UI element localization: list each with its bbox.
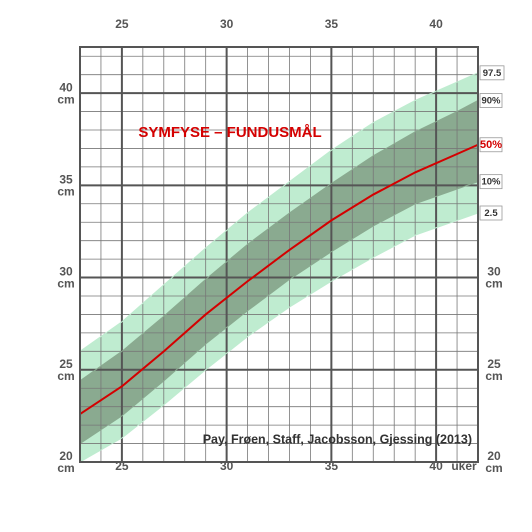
y-unit-label: cm bbox=[485, 277, 502, 291]
y-tick-label: 40 bbox=[59, 80, 73, 94]
x-tick-label: 25 bbox=[115, 459, 129, 473]
x-tick-label: 30 bbox=[220, 459, 234, 473]
y-tick-label: 25 bbox=[487, 357, 501, 371]
chart-title: SYMFYSE – FUNDUSMÅL bbox=[138, 124, 321, 141]
legend-label: 2.5 bbox=[484, 208, 498, 219]
legend-label: 97.5 bbox=[483, 68, 502, 79]
legend-label: 50% bbox=[480, 139, 502, 151]
x-tick-label: 35 bbox=[325, 17, 339, 31]
y-unit-label: cm bbox=[57, 369, 74, 383]
y-tick-label: 35 bbox=[59, 173, 73, 187]
legend-label: 90% bbox=[481, 96, 501, 107]
x-tick-label: 30 bbox=[220, 17, 234, 31]
percentile-line bbox=[79, 143, 479, 415]
legend-box bbox=[479, 93, 503, 108]
labels: 252530303535404020cm20cm25cm25cm30cm30cm… bbox=[57, 17, 505, 475]
x-tick-label: 40 bbox=[429, 17, 443, 31]
percentile-line bbox=[79, 72, 479, 352]
annotation: Pay, Frøen, Staff, Jacobsson, Gjessing (… bbox=[203, 432, 472, 446]
y-unit-label: cm bbox=[485, 461, 502, 475]
y-unit-label: cm bbox=[485, 369, 502, 383]
percentile-line bbox=[79, 181, 479, 444]
percentile-line bbox=[79, 100, 479, 382]
y-unit-label: cm bbox=[57, 92, 74, 106]
x-tick-label: 25 bbox=[115, 17, 129, 31]
y-unit-label: cm bbox=[57, 185, 74, 199]
y-unit-label: cm bbox=[57, 461, 74, 475]
lines bbox=[79, 72, 479, 463]
legend-label: 10% bbox=[481, 177, 501, 188]
y-unit-label: cm bbox=[57, 277, 74, 291]
legend-box bbox=[479, 137, 503, 153]
y-tick-label: 30 bbox=[59, 265, 73, 279]
y-tick-label: 20 bbox=[59, 449, 73, 463]
legend-box bbox=[479, 205, 503, 221]
plot-frame bbox=[79, 46, 479, 463]
x-axis-label: uker bbox=[451, 459, 477, 473]
y-tick-label: 25 bbox=[59, 357, 73, 371]
y-tick-label: 20 bbox=[487, 449, 501, 463]
legend-box bbox=[479, 174, 503, 190]
percentile-line bbox=[79, 212, 479, 463]
y-tick-label: 30 bbox=[487, 265, 501, 279]
x-tick-label: 40 bbox=[429, 459, 443, 473]
legend-box bbox=[479, 65, 505, 81]
x-tick-label: 35 bbox=[325, 459, 339, 473]
